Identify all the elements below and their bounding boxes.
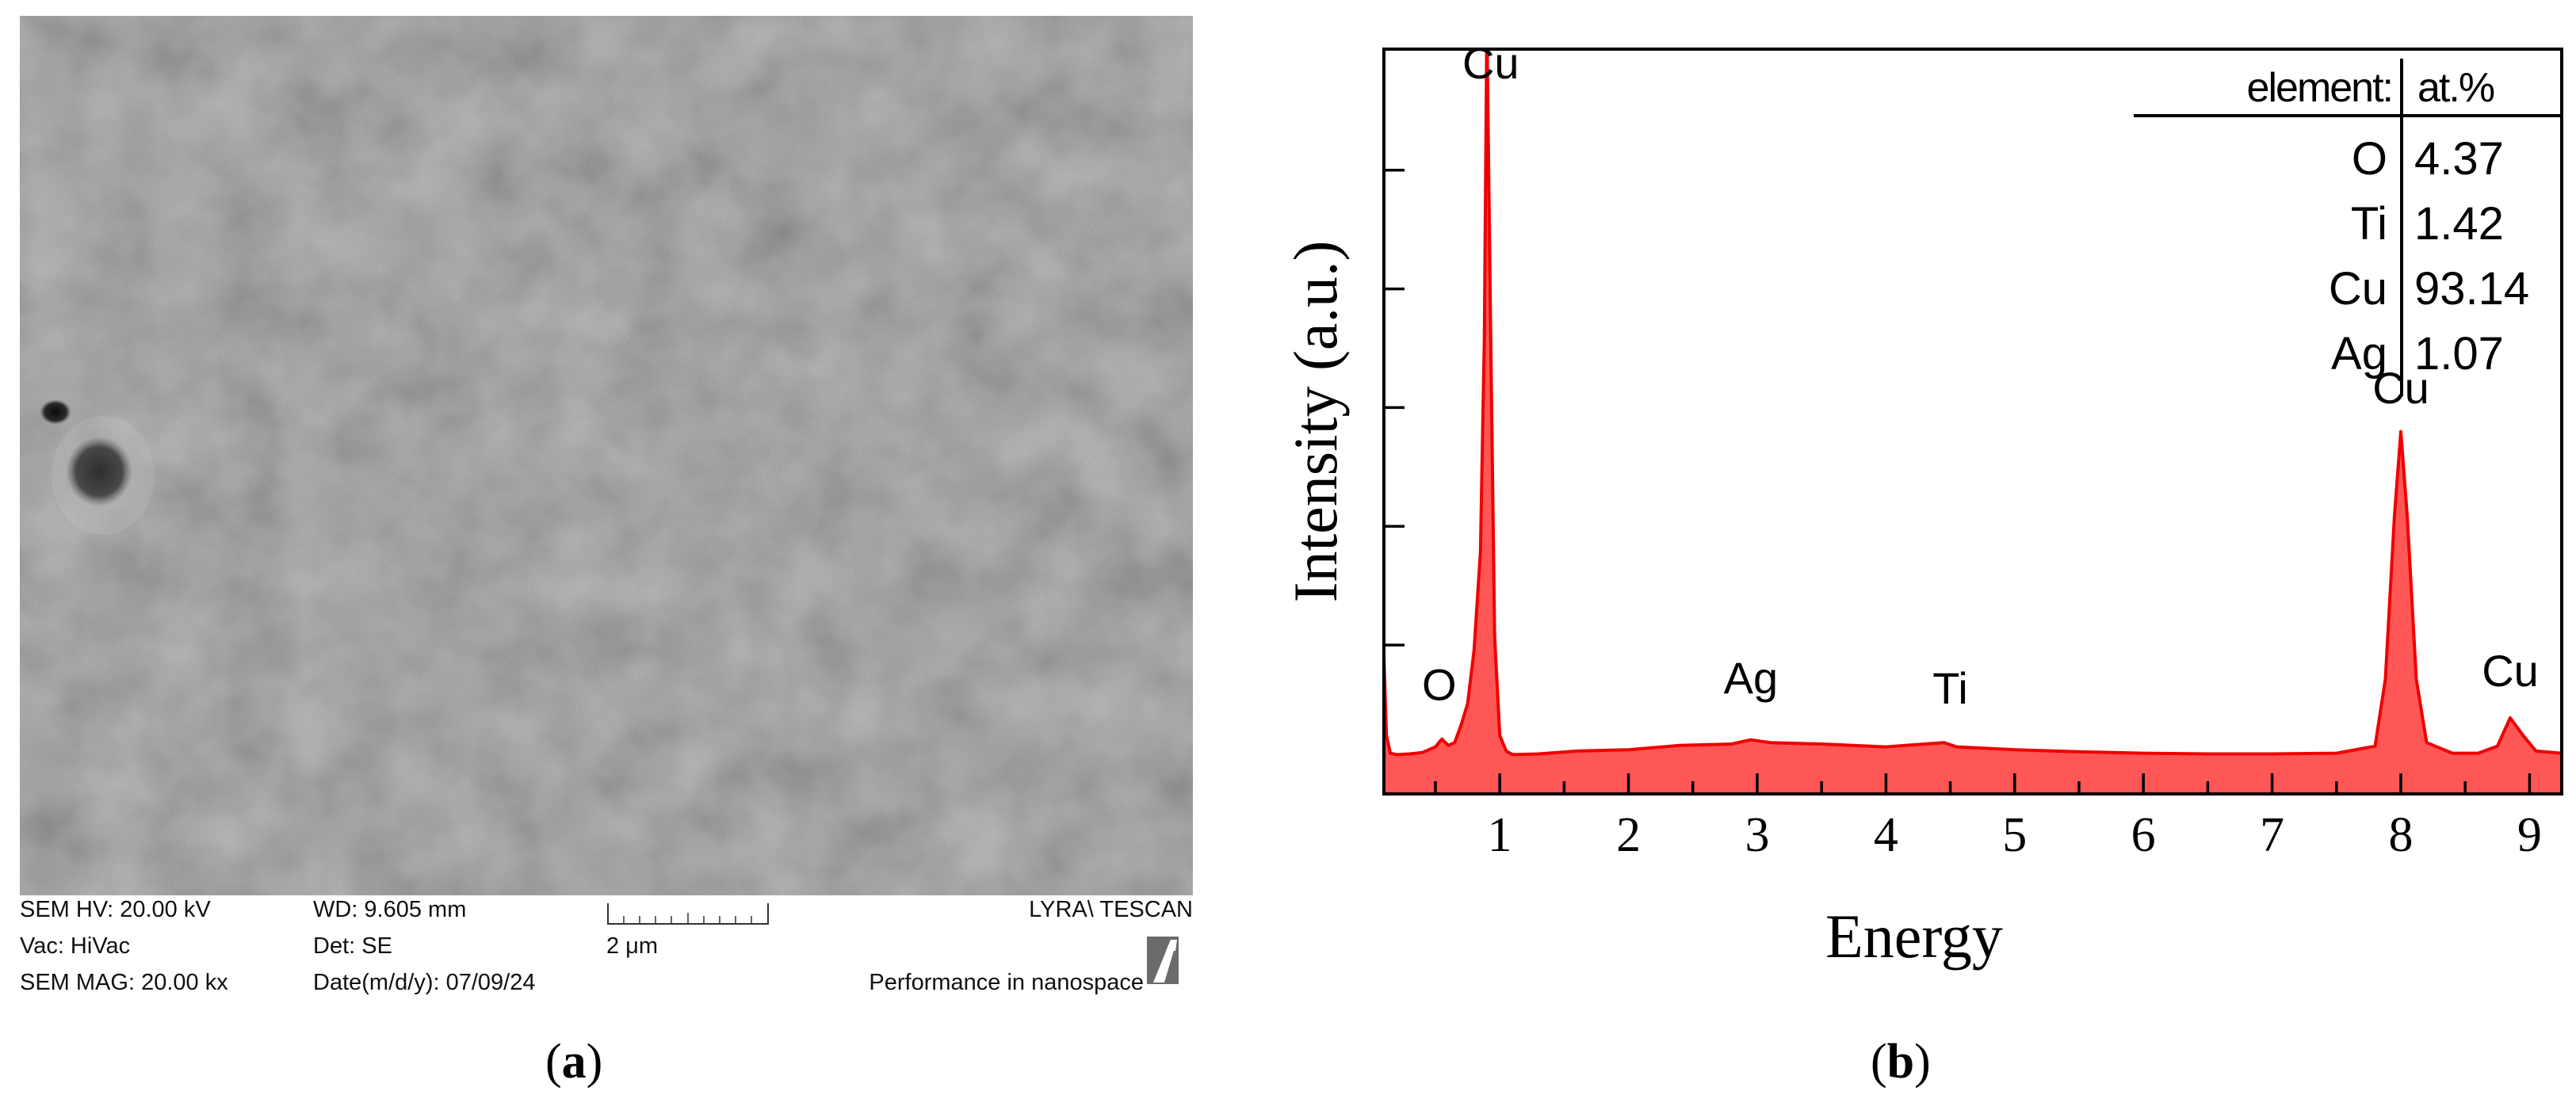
plot-frame — [1382, 48, 2563, 796]
x-tick-label: 4 — [1874, 808, 1898, 862]
table-value-cell: 4.37 — [2414, 133, 2504, 185]
sem-working-distance: WD: 9.605 mm — [313, 897, 467, 922]
panel-a-open-paren: ( — [545, 1035, 562, 1089]
table-header-value: at.% — [2417, 65, 2494, 111]
surface-pit — [66, 437, 132, 506]
peak-label: Ag — [1724, 653, 1779, 703]
x-tick-label: 3 — [1745, 808, 1769, 862]
panel-b-close-paren: ) — [1914, 1035, 1931, 1089]
x-tick-label: 2 — [1616, 808, 1641, 862]
table-value-cell: 93.14 — [2414, 263, 2529, 315]
eds-panel: 1 2 3 4 5 6 7 8 9 Cu O Ag Ti Cu Cu element: at.% O 4.3… — [1236, 0, 2576, 1118]
vendor-tagline: Performance in nanospace — [869, 970, 1144, 995]
y-axis-label: Intensity (a.u.) — [1281, 240, 1350, 602]
peak-label: O — [1422, 660, 1457, 710]
sem-info-bar: SEM HV: 20.00 kV Vac: HiVac SEM MAG: 20.… — [20, 895, 1193, 1006]
scale-bar-label: 2 μm — [606, 933, 659, 959]
panel-a-letter: a — [561, 1035, 587, 1089]
peak-label: Cu — [2482, 646, 2539, 696]
sem-detector: Det: SE — [313, 933, 392, 959]
spectrum-line — [1384, 49, 2562, 757]
sem-texture — [20, 16, 1193, 895]
panel-b-label: (b) — [1871, 1034, 1931, 1090]
y-axis-ticks — [1384, 168, 1405, 647]
sem-magnification: SEM MAG: 20.00 kx — [20, 970, 228, 995]
panel-b-open-paren: ( — [1871, 1035, 1887, 1089]
x-axis-label: Energy — [1825, 902, 2003, 971]
sem-date: Date(m/d/y): 07/09/24 — [313, 970, 536, 995]
table-value-cell: 1.42 — [2414, 198, 2504, 250]
panel-a-label: (a) — [545, 1034, 602, 1090]
x-axis-ticks: 1 2 3 4 5 6 7 8 9 — [1434, 773, 2542, 862]
panel-a-close-paren: ) — [586, 1035, 603, 1089]
x-tick-label: 6 — [2131, 808, 2156, 862]
spectrum-layer — [1384, 49, 2562, 794]
x-tick-label: 5 — [2002, 808, 2027, 862]
tescan-logo-icon — [1147, 937, 1179, 984]
x-tick-label: 8 — [2388, 808, 2413, 862]
table-element-cell: Ti — [2351, 198, 2387, 250]
table-value-cell: 1.07 — [2414, 328, 2504, 380]
table-element-cell: O — [2352, 133, 2387, 185]
x-tick-label: 1 — [1488, 808, 1512, 862]
instrument-name: LYRA\ TESCAN — [1029, 897, 1193, 922]
table-rows: O 4.37 Ti 1.42 Cu 93.14 Ag 1.07 — [2329, 133, 2529, 380]
table-element-cell: Cu — [2329, 263, 2387, 315]
sem-micrograph — [20, 16, 1193, 895]
table-element-cell: Ag — [2331, 328, 2387, 380]
table-header-element: element: — [2247, 65, 2392, 111]
sem-hv: SEM HV: 20.00 kV — [20, 897, 211, 922]
scale-bar — [607, 903, 769, 925]
peak-label: Cu — [1462, 38, 1519, 88]
peak-label: Ti — [1932, 663, 1968, 713]
x-tick-label: 9 — [2517, 808, 2542, 862]
sem-panel: SEM HV: 20.00 kV Vac: HiVac SEM MAG: 20.… — [0, 0, 1205, 1118]
surface-pit — [40, 399, 71, 425]
eds-spectrum-chart: 1 2 3 4 5 6 7 8 9 Cu O Ag Ti Cu Cu element: at.% O 4.3… — [1281, 38, 2563, 971]
sem-vacuum: Vac: HiVac — [20, 933, 131, 959]
panel-b-letter: b — [1886, 1035, 1915, 1089]
composition-table: element: at.% O 4.37 Ti 1.42 Cu 93.14 Ag 1.07 — [2134, 59, 2562, 396]
x-tick-label: 7 — [2260, 808, 2284, 862]
surface-pit-halo — [52, 416, 155, 535]
